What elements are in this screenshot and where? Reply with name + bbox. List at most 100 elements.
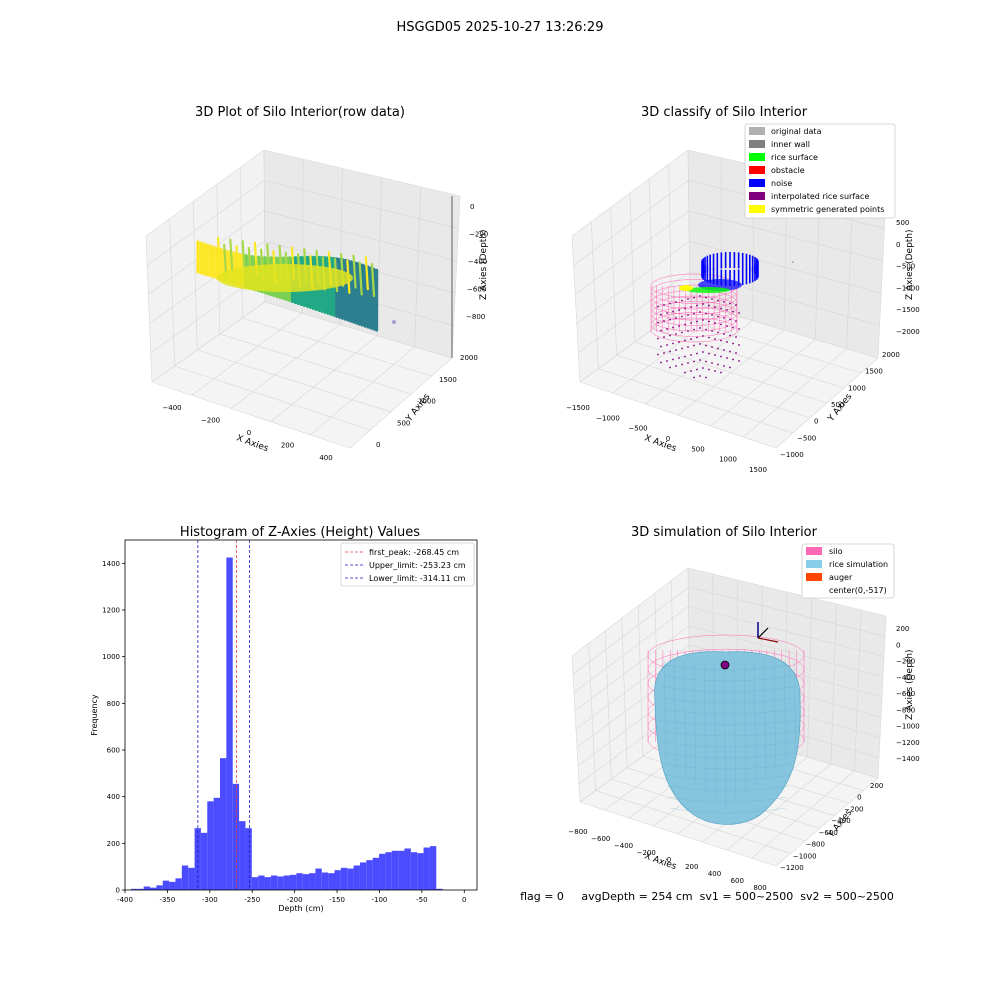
histogram-bar bbox=[302, 874, 310, 890]
raw-y-tick-label: 2000 bbox=[460, 354, 478, 362]
interpolated-point bbox=[735, 304, 737, 306]
raw-x-tick-label: 400 bbox=[319, 454, 332, 462]
simulation-x-tick-label: 800 bbox=[753, 884, 766, 892]
point-cloud-top bbox=[217, 264, 353, 292]
outlier-point bbox=[392, 320, 396, 324]
classify-plot-y-ticks: −1000 −500 0 500 1000 1500 2000 bbox=[780, 351, 900, 459]
interpolated-point bbox=[699, 327, 701, 329]
interpolated-point bbox=[702, 335, 704, 337]
classify-plot-x-label: X Axies bbox=[643, 433, 678, 454]
grid-line bbox=[629, 192, 636, 343]
point-column-back bbox=[358, 261, 363, 296]
classify-plot-panes bbox=[571, 149, 887, 449]
grid-line bbox=[689, 301, 879, 359]
legend-swatch bbox=[806, 560, 822, 568]
grid-line bbox=[349, 357, 453, 449]
legend-entry-label: rice surface bbox=[771, 153, 818, 162]
rice-mesh-line bbox=[662, 686, 794, 693]
raw-y-tick-label: 1000 bbox=[418, 398, 436, 406]
histogram-bar bbox=[417, 853, 424, 890]
interpolated-point bbox=[681, 315, 683, 318]
interpolated-point bbox=[690, 322, 692, 324]
legend-entry-label: first_peak: -268.45 cm bbox=[369, 548, 459, 557]
classify-y-tick-label: −1000 bbox=[780, 451, 804, 459]
interpolated-point bbox=[669, 302, 671, 305]
simulation-z-tick-label: −200 bbox=[896, 658, 915, 666]
x-tick-label: -250 bbox=[244, 896, 260, 904]
rice-mesh-line bbox=[663, 675, 793, 682]
grid-line bbox=[573, 606, 689, 693]
histogram-bar bbox=[379, 853, 386, 890]
interpolated-point bbox=[708, 304, 710, 307]
simulation-z-tick-label: −800 bbox=[896, 706, 915, 714]
histogram-bar bbox=[315, 868, 322, 890]
grid-line bbox=[147, 180, 265, 266]
interpolated-point bbox=[723, 349, 725, 351]
point-column-back bbox=[216, 236, 222, 272]
point-column-back bbox=[229, 238, 234, 273]
histogram-bar bbox=[296, 873, 303, 890]
legend-entry-label: rice simulation bbox=[829, 560, 888, 569]
legend-swatch bbox=[749, 192, 765, 200]
raw-z-tick-label: −200 bbox=[469, 231, 488, 239]
interpolated-point bbox=[702, 351, 704, 353]
histogram-bar bbox=[410, 852, 418, 890]
interpolated-point bbox=[738, 328, 740, 330]
rice-mesh-line bbox=[713, 659, 717, 803]
grid-line bbox=[145, 235, 153, 383]
interpolated-point bbox=[687, 362, 689, 364]
interpolated-point bbox=[699, 359, 701, 361]
raw-x-tick-label: 0 bbox=[247, 429, 251, 437]
interpolated-point bbox=[666, 344, 668, 346]
simulation-x-tick-label: −800 bbox=[568, 828, 587, 836]
classify-plot-points bbox=[650, 252, 794, 379]
interpolated-point bbox=[711, 330, 713, 332]
interpolated-point bbox=[732, 358, 734, 361]
simulation-3d-plot: 3D simulation of Silo Interior −800−600−… bbox=[568, 525, 919, 892]
y-tick-label: 400 bbox=[107, 793, 120, 801]
classify-z-tick-label: 0 bbox=[896, 241, 900, 249]
interpolated-point bbox=[720, 307, 722, 310]
classify-x-tick-label: 500 bbox=[691, 445, 704, 453]
x-tick-label: -50 bbox=[416, 896, 427, 904]
grid-line bbox=[576, 240, 690, 324]
histogram-bar bbox=[200, 832, 208, 890]
simulation-y-tick-label: 200 bbox=[870, 782, 883, 790]
legend-swatch bbox=[749, 153, 765, 161]
raw-y-tick-label: 0 bbox=[376, 441, 380, 449]
grid-line bbox=[689, 240, 882, 294]
simulation-plot-legend: silo rice simulation auger center(0,-517) bbox=[801, 543, 895, 599]
interpolated-point bbox=[705, 344, 707, 347]
interpolated-point bbox=[714, 338, 716, 340]
histogram-x-label: Depth (cm) bbox=[278, 904, 323, 913]
histogram-x-ticks: -400 -350 -300 -250 -200 -150 -100 -50 0 bbox=[117, 890, 467, 904]
raw-plot-x-label: X Axies bbox=[235, 433, 270, 454]
simulation-y-tick-label: −1200 bbox=[780, 864, 804, 872]
grid-line bbox=[191, 312, 303, 396]
grid-line bbox=[264, 210, 457, 262]
interpolated-point bbox=[684, 355, 686, 358]
simulation-x-tick-label: −200 bbox=[637, 849, 656, 857]
histogram-bar bbox=[137, 888, 144, 890]
rice-mesh-line bbox=[693, 659, 697, 787]
interpolated-point bbox=[702, 367, 704, 369]
interpolated-point bbox=[696, 352, 698, 355]
grid-line bbox=[264, 301, 453, 359]
legend-entry-label: obstacle bbox=[771, 166, 805, 175]
raw-plot-y-ticks: 0 500 1000 1500 2000 bbox=[376, 354, 478, 449]
histogram-bar bbox=[143, 886, 151, 890]
interpolated-point bbox=[675, 333, 677, 335]
legend-entry-label: center(0,-517) bbox=[829, 586, 887, 595]
interpolated-point bbox=[693, 312, 695, 315]
interpolated-point bbox=[711, 346, 713, 348]
interpolated-point bbox=[681, 299, 683, 302]
histogram-bar bbox=[340, 867, 348, 890]
interpolated-point bbox=[660, 345, 662, 348]
auger-axis-y bbox=[757, 627, 769, 639]
histogram-bars bbox=[130, 557, 443, 890]
histogram-bar bbox=[175, 878, 182, 890]
center-marker bbox=[720, 660, 730, 670]
grid-line bbox=[726, 763, 832, 851]
classify-x-tick-label: 0 bbox=[666, 435, 670, 443]
histogram-reference-lines bbox=[197, 540, 250, 890]
